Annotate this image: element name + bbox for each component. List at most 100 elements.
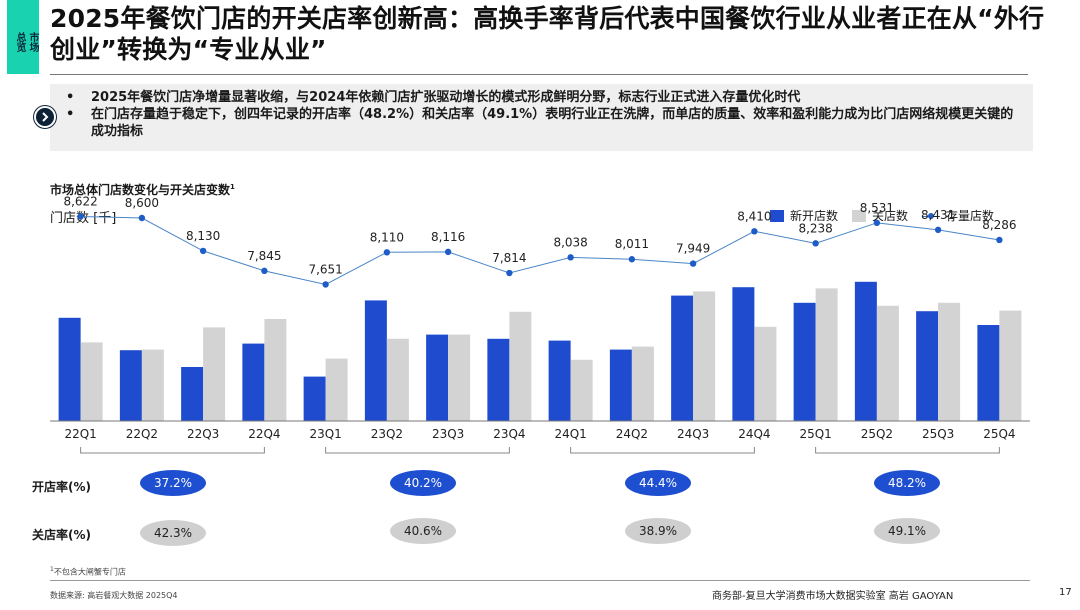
stock-point xyxy=(689,260,697,267)
stock-line xyxy=(80,215,1000,285)
stock-value-label: 8,431 xyxy=(921,208,955,222)
bar-closed xyxy=(938,302,961,421)
legend-swatch-stock xyxy=(922,211,941,221)
page-number: 17 xyxy=(1059,587,1072,598)
bar-closed xyxy=(203,327,226,421)
stock-point xyxy=(751,228,758,235)
bar-closed xyxy=(80,342,103,421)
chart-title-text: 市场总体门店数变化与开关店变数 xyxy=(50,183,231,197)
open-rate-2022: 37.2% xyxy=(140,470,206,496)
stock-point xyxy=(199,247,207,255)
x-tick-label: 23Q1 xyxy=(309,427,341,441)
stock-value-label: 7,814 xyxy=(492,251,526,265)
bar-closed xyxy=(693,291,716,421)
x-tick-label: 23Q3 xyxy=(432,427,464,441)
legend-item-new: 新开店数 xyxy=(770,207,838,224)
stock-value-label: 8,038 xyxy=(553,235,587,249)
stock-point xyxy=(506,269,513,277)
bar-closed xyxy=(815,288,838,421)
legend-item-stock: 存量店数 xyxy=(922,207,994,224)
section-tag-line-1: 市场 xyxy=(27,31,38,52)
close-rate-2025: 49.1% xyxy=(874,518,940,544)
x-tick-label: 25Q3 xyxy=(922,427,954,441)
year-bracket xyxy=(815,447,1000,454)
stock-point xyxy=(567,254,574,261)
stock-point xyxy=(996,236,1003,244)
bar-closed xyxy=(509,311,532,421)
x-tick-label: 24Q4 xyxy=(738,427,770,441)
chart-plot: 8,622 8,600 8,130 7,845 7,651 8,110 8,116 7,814… xyxy=(50,194,1030,454)
x-tick-label: 22Q1 xyxy=(64,427,96,441)
stock-value-label: 8,116 xyxy=(431,230,465,244)
stock-value-label: 7,845 xyxy=(247,249,281,263)
x-tick-label: 25Q2 xyxy=(861,427,893,441)
stock-value-label: 8,410 xyxy=(737,209,771,223)
bar-closed xyxy=(325,358,348,421)
bar-closed xyxy=(386,338,409,421)
bar-new xyxy=(916,311,939,421)
stock-point xyxy=(383,249,391,256)
chart-legend: 新开店数 关店数 存量店数 xyxy=(770,207,1008,224)
stock-point xyxy=(444,248,452,256)
legend-swatch-new xyxy=(770,209,784,222)
close-rate-2023: 40.6% xyxy=(390,518,456,544)
bar-closed xyxy=(141,349,164,421)
summary-bullet: • 2025年餐饮门店净增量显著收缩，与2024年依赖门店扩张驱动增长的模式形成… xyxy=(66,89,1026,106)
x-tick-label: 22Q3 xyxy=(187,427,219,441)
bar-closed xyxy=(264,319,287,421)
bar-new xyxy=(732,287,755,421)
x-tick-label: 25Q4 xyxy=(983,427,1015,441)
bar-new xyxy=(303,376,326,421)
x-tick-label: 24Q3 xyxy=(677,427,709,441)
footer-divider xyxy=(50,580,1030,581)
y-axis-label: 门店数 [千] xyxy=(50,211,117,226)
bullet-text: 在门店存量趋于稳定下，创四年记录的开店率（48.2%）和关店率（49.1%）表明… xyxy=(91,107,1014,139)
stock-value-label: 8,011 xyxy=(615,237,649,251)
bar-new xyxy=(854,281,877,421)
year-bracket xyxy=(80,447,265,454)
year-bracket xyxy=(570,447,755,454)
bullet-text: 2025年餐饮门店净增量显著收缩，与2024年依赖门店扩张驱动增长的模式形成鲜明… xyxy=(91,90,801,105)
bar-closed xyxy=(631,346,654,421)
open-rate-2024: 44.4% xyxy=(625,470,691,496)
stock-value-label: 8,110 xyxy=(370,230,404,244)
bar-closed xyxy=(754,326,777,421)
stock-point xyxy=(138,214,146,222)
legend-item-closed: 关店数 xyxy=(852,207,908,224)
bullet-mark: • xyxy=(66,90,75,105)
stock-point xyxy=(812,240,819,247)
open-rate-label: 开店率(%) xyxy=(32,480,91,494)
stock-value-label: 8,286 xyxy=(982,218,1016,232)
bar-new xyxy=(119,350,142,421)
stock-value-label: 8,238 xyxy=(798,221,832,235)
legend-label-closed: 关店数 xyxy=(872,209,909,223)
bar-new xyxy=(364,300,387,421)
bar-new xyxy=(487,338,510,421)
summary-box xyxy=(50,84,1033,151)
stock-value-label: 8,622 xyxy=(63,194,97,208)
chart-title-footnote-mark: 1 xyxy=(230,183,235,191)
page-title: 2025年餐饮门店的开关店率创新高：高换手率背后代表中国餐饮行业从业者正在从“外… xyxy=(50,4,1045,64)
open-rate-2023: 40.2% xyxy=(390,470,456,496)
close-rate-2024: 38.9% xyxy=(625,518,691,544)
bar-new xyxy=(671,295,694,421)
stock-value-label: 7,949 xyxy=(676,242,710,256)
footnote-text: 不包含大闸蟹专门店 xyxy=(53,567,126,577)
stock-point xyxy=(873,219,881,227)
arrow-right-icon xyxy=(34,106,56,128)
bar-new xyxy=(548,340,571,421)
footnote-mark: 1 xyxy=(50,566,54,573)
x-tick-label: 22Q4 xyxy=(248,427,280,441)
x-tick-label: 23Q2 xyxy=(371,427,403,441)
bar-new xyxy=(181,367,204,421)
footer-credit: 商务部-复旦大学消费市场大数据实验室 高岩 GAOYAN xyxy=(712,591,954,602)
bar-new xyxy=(58,317,81,421)
close-rate-label: 关店率(%) xyxy=(32,528,91,542)
bar-closed xyxy=(570,359,593,421)
legend-swatch-closed xyxy=(852,209,867,222)
stock-point xyxy=(77,213,84,220)
stock-point xyxy=(261,267,268,275)
legend-label-stock: 存量店数 xyxy=(946,209,995,223)
summary-bullets: • 2025年餐饮门店净增量显著收缩，与2024年依赖门店扩张驱动增长的模式形成… xyxy=(66,89,1026,140)
x-tick-label: 22Q2 xyxy=(126,427,158,441)
